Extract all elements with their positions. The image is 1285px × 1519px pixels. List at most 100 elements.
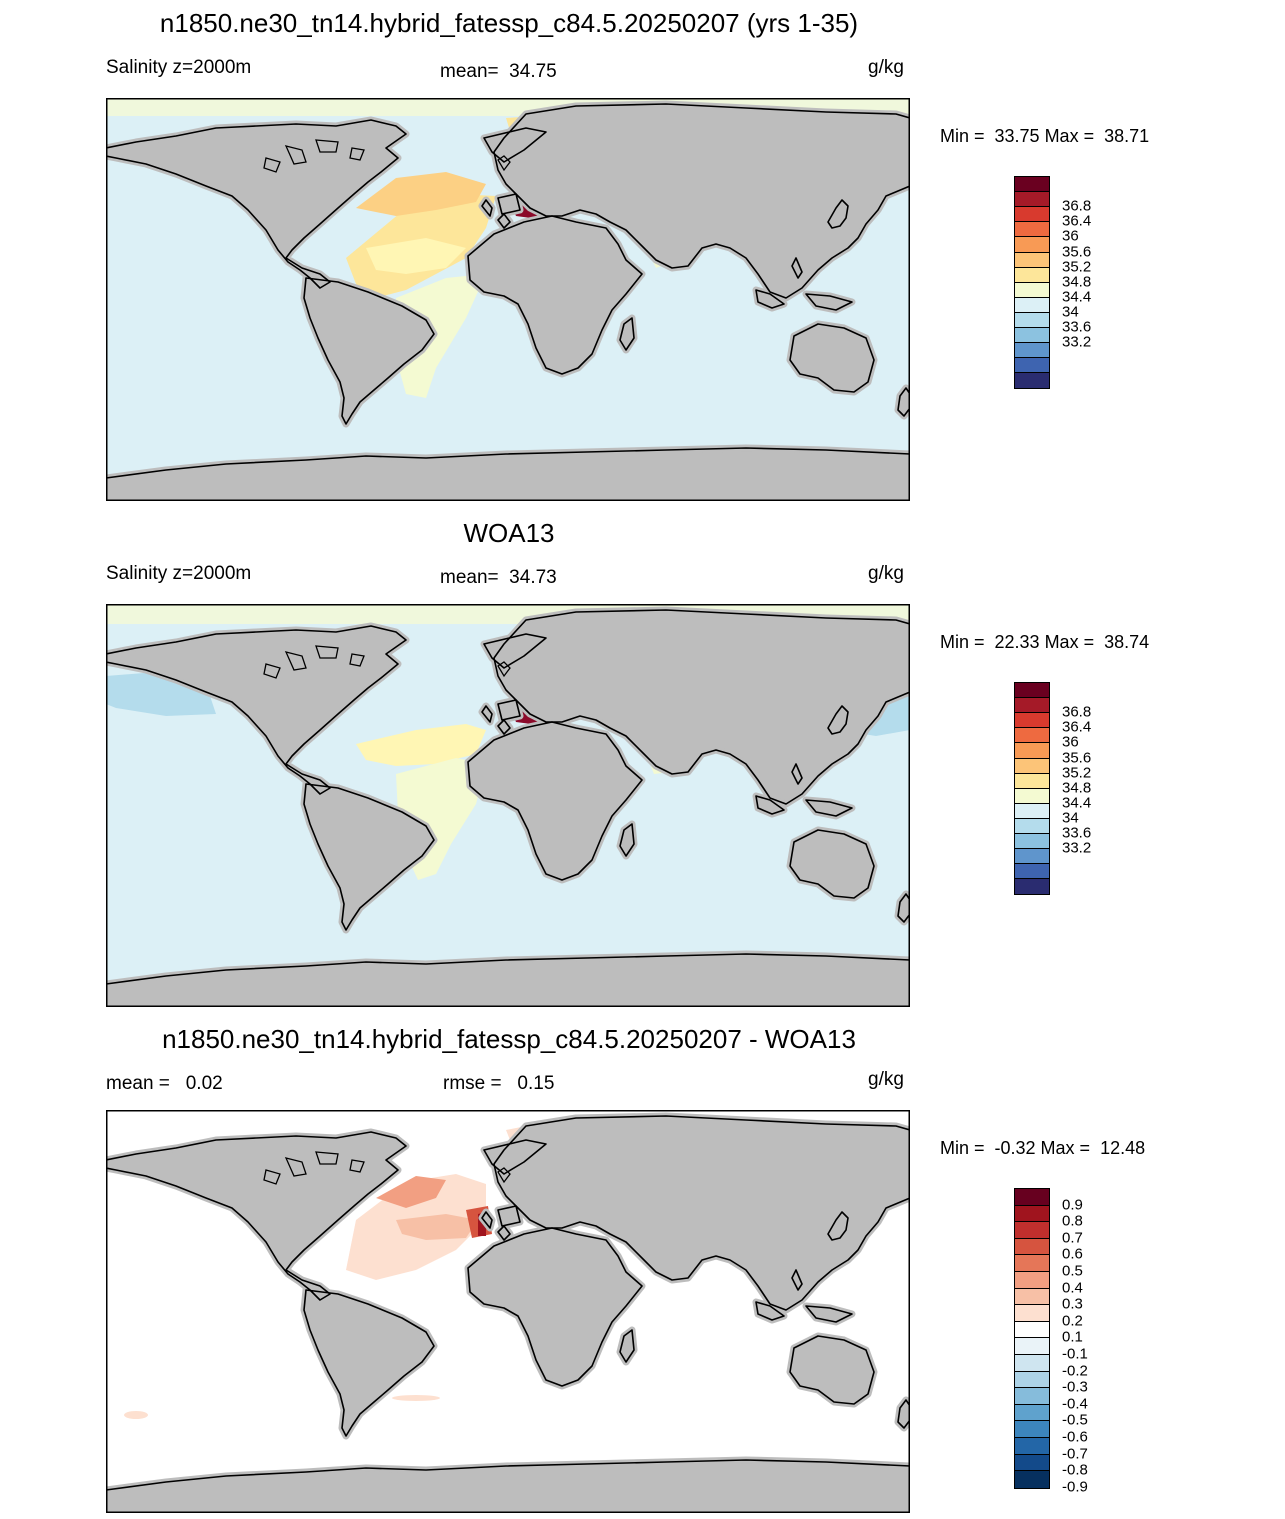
colorbar-label: 34.4 — [1062, 794, 1092, 812]
colorbar: 36.8 36.4 36 35.6 35.2 34.8 34.4 34 33.6 33.2 — [1014, 176, 1091, 390]
min-max-label: Min = -0.32 Max = 12.48 — [940, 1138, 1146, 1158]
salinity-map — [106, 604, 910, 1007]
field-label: Salinity z=2000m — [106, 563, 252, 584]
salinity-map — [106, 98, 910, 501]
field-label: Salinity z=2000m — [106, 57, 252, 78]
colorbar-swatch — [1014, 236, 1050, 253]
colorbar-label: 0.7 — [1062, 1229, 1083, 1247]
colorbar-label: 35.6 — [1062, 749, 1092, 766]
colorbar-label: 36 — [1062, 733, 1079, 751]
colorbar-label: 33.6 — [1062, 318, 1092, 336]
colorbar: 0.9 0.8 0.7 0.6 0.5 0.4 0.3 0.2 0.1 -0.1 -0.2 -0.3-… — [1014, 1188, 1088, 1495]
difference-map — [106, 1110, 910, 1513]
colorbar-label: -0.2 — [1062, 1362, 1088, 1380]
coastlines — [106, 103, 910, 501]
colorbar-swatch — [1014, 191, 1050, 208]
colorbar-label: -0.1 — [1062, 1345, 1088, 1363]
map-frame — [106, 98, 910, 501]
colorbar-label: 0.3 — [1062, 1295, 1083, 1313]
units-label: g/kg — [868, 563, 904, 584]
colorbar-swatch — [1014, 712, 1050, 729]
mean-label: mean= 34.75 — [440, 61, 557, 82]
colorbar-swatch — [1014, 1188, 1050, 1206]
colorbar-label: 36 — [1062, 227, 1079, 245]
mean-label: mean = 0.02 — [106, 1073, 223, 1094]
colorbar-swatch — [1014, 1204, 1050, 1223]
colorbar-swatch — [1014, 742, 1050, 759]
colorbar-swatch — [1014, 251, 1050, 268]
panel-title: n1850.ne30_tn14.hybrid_fatessp_c84.5.202… — [159, 8, 859, 38]
colorbar-label: 0.6 — [1062, 1245, 1083, 1263]
colorbar-label: -0.4 — [1062, 1395, 1088, 1413]
colorbar-label: 36.4 — [1062, 718, 1092, 736]
min-max-label: Min = 22.33 Max = 38.74 — [940, 632, 1150, 652]
colorbar-label: 33.2 — [1062, 839, 1092, 857]
colorbar-swatch — [1014, 727, 1050, 744]
coastlines — [106, 609, 910, 1007]
colorbar-swatch — [1014, 757, 1050, 774]
colorbar-label: -0.6 — [1062, 1428, 1088, 1446]
colorbar-label: 34 — [1062, 303, 1079, 321]
panel-title: WOA13 — [463, 518, 555, 548]
colorbar-label: 34.8 — [1062, 779, 1092, 797]
colorbar-label: 34.8 — [1062, 273, 1092, 291]
colorbar-label: -0.7 — [1062, 1445, 1088, 1463]
colorbar-swatch — [1014, 266, 1050, 283]
units-label: g/kg — [868, 1069, 904, 1090]
colorbar-swatch — [1014, 357, 1050, 374]
colorbar-label: 0.8 — [1062, 1212, 1083, 1230]
coastlines — [106, 1115, 910, 1513]
mean-label: mean= 34.73 — [440, 567, 557, 588]
colorbar-swatch — [1014, 1221, 1050, 1239]
colorbar-label: 33.2 — [1062, 333, 1092, 351]
colorbar-label: 0.4 — [1062, 1279, 1083, 1297]
colorbar-swatch — [1014, 1237, 1050, 1256]
colorbar-swatch — [1014, 1453, 1050, 1472]
colorbar-swatch — [1014, 1354, 1050, 1372]
colorbar-swatch — [1014, 863, 1050, 880]
colorbar-swatch — [1014, 176, 1050, 193]
colorbar-swatch — [1014, 1320, 1050, 1339]
colorbar-swatch — [1014, 802, 1050, 819]
colorbar-swatch — [1014, 1437, 1050, 1455]
colorbar-swatch — [1014, 311, 1050, 328]
colorbar-swatch — [1014, 206, 1050, 223]
colorbar-label: -0.5 — [1062, 1411, 1088, 1429]
colorbar-swatch — [1014, 1271, 1050, 1289]
colorbar: 36.8 36.4 36 35.6 35.2 34.8 34.4 34 33.6 33.2 — [1014, 682, 1091, 896]
colorbar-swatch — [1014, 281, 1050, 298]
colorbar-swatch — [1014, 1337, 1050, 1355]
colorbar-label: -0.8 — [1062, 1461, 1088, 1479]
colorbar-swatch — [1014, 1403, 1050, 1422]
panel-title: n1850.ne30_tn14.hybrid_fatessp_c84.5.202… — [162, 1024, 856, 1054]
colorbar-label: 36.4 — [1062, 212, 1092, 230]
colorbar-label: 0.5 — [1062, 1262, 1083, 1280]
colorbar-label: 34 — [1062, 809, 1079, 827]
colorbar-swatch — [1014, 817, 1050, 834]
min-max-label: Min = 33.75 Max = 38.71 — [940, 126, 1150, 146]
colorbar-label: 33.6 — [1062, 824, 1092, 842]
colorbar-swatch — [1014, 372, 1050, 390]
colorbar-swatch — [1014, 327, 1050, 344]
colorbar-swatch — [1014, 833, 1050, 850]
colorbar-swatch — [1014, 787, 1050, 804]
colorbar-swatch — [1014, 1387, 1050, 1405]
colorbar-swatch — [1014, 1287, 1050, 1306]
colorbar-label: -0.9 — [1062, 1478, 1088, 1496]
colorbar-swatch — [1014, 1370, 1050, 1389]
colorbar-label: 35.2 — [1062, 258, 1092, 276]
colorbar-label: -0.3 — [1062, 1378, 1088, 1396]
colorbar-label: 36.8 — [1062, 197, 1092, 215]
colorbar-label: 0.1 — [1062, 1328, 1083, 1346]
colorbar-swatch — [1014, 342, 1050, 359]
colorbar-swatch — [1014, 772, 1050, 789]
rmse-label: rmse = 0.15 — [443, 1073, 555, 1094]
map-frame — [106, 604, 910, 1007]
colorbar-swatch — [1014, 682, 1050, 699]
colorbar-swatch — [1014, 848, 1050, 865]
colorbar-label: 34.4 — [1062, 288, 1092, 306]
colorbar-swatch — [1014, 1470, 1050, 1489]
colorbar-swatch — [1014, 878, 1050, 896]
units-label: g/kg — [868, 57, 904, 78]
colorbar-label: 35.6 — [1062, 243, 1092, 260]
